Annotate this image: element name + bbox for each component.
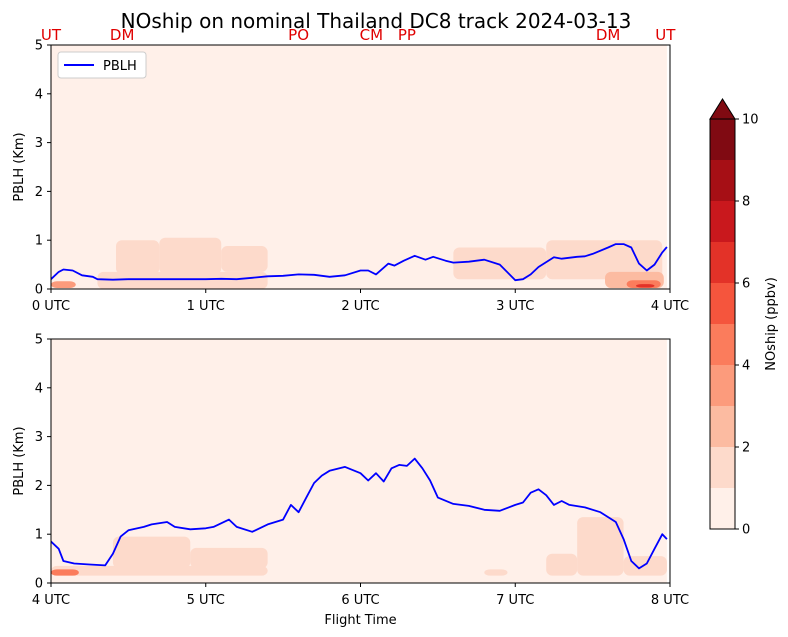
x-tick-label: 7 UTC [496,593,534,608]
colorbar-frame [709,118,736,530]
colorbar-segment [710,201,735,242]
colorbar-segment [710,160,735,201]
y-tick-label: 3 [35,430,43,445]
colorbar-segment [710,406,735,447]
colorbar-tick-label: 2 [742,441,750,456]
colorbar-segment [710,447,735,488]
x-tick-label: 4 UTC [651,299,689,314]
noship-contour-region [51,281,76,289]
x-tick-label: 2 UTC [341,299,379,314]
noship-contour-region [635,284,655,288]
y-axis-label: PBLH (Km) [12,132,27,201]
legend-label: PBLH [103,59,137,74]
y-tick-label: 1 [35,528,43,543]
legend-box [57,51,147,79]
x-tick-label: 4 UTC [32,593,70,608]
site-label: PO [288,26,309,44]
y-tick-label: 0 [35,577,43,592]
x-tick-label: 6 UTC [341,593,379,608]
colorbar-tick-label: 0 [742,523,750,538]
site-label: UT [41,26,62,44]
noship-contour-region [577,517,624,576]
x-axis-label: Flight Time [324,613,396,628]
site-label: DM [110,26,135,44]
colorbar-tick-label: 8 [742,195,750,210]
y-tick-label: 3 [35,136,43,151]
noship-contour-region [453,247,547,280]
colorbar-segment [710,283,735,324]
pblh-line [50,243,668,282]
colorbar: 0 2 4 6 8 10 NOship (ppbv) [709,98,779,538]
y-tick-label: 2 [35,185,43,200]
noship-contour-region [190,547,268,569]
colorbar-tick-label: 6 [742,277,750,292]
x-tick-label: 1 UTC [187,299,225,314]
colorbar-segment [710,365,735,406]
y-tick-label: 5 [35,39,43,54]
y-tick-label: 5 [35,333,43,348]
site-label: DM [596,26,621,44]
colorbar-segment [710,119,735,160]
noship-contour-region [221,246,268,272]
colorbar-label: NOship (ppbv) [764,277,779,371]
panel-2: 0 1 2 3 4 5 4 UTC 5 UTC 6 UTC 7 UTC 8 UTC PBLH (Km)… [12,333,689,629]
noship-contour-region [484,569,508,576]
y-tick-label: 1 [35,234,43,249]
colorbar-tick-label: 4 [742,359,750,374]
noship-contour-region [97,271,268,289]
site-label: PP [398,26,416,44]
panels: 0 1 2 3 4 5 0 UTC 1 UTC 2 UTC 3 UTC 4 UTC PBLH (Km)… [12,26,689,628]
chart-title: NOship on nominal Thailand DC8 track 202… [121,9,632,33]
noship-contour-region [546,553,578,576]
noship-contour-region [623,556,667,576]
legend: PBLH [57,51,147,79]
y-axis-label: PBLH (Km) [12,426,27,495]
y-tick-label: 0 [35,283,43,298]
colorbar-segment [710,324,735,365]
y-tick-label: 2 [35,479,43,494]
site-label: UT [655,26,676,44]
y-tick-label: 4 [35,381,43,396]
noship-contour-region [112,536,191,569]
panel-1: 0 1 2 3 4 5 0 UTC 1 UTC 2 UTC 3 UTC 4 UTC PBLH (Km)… [12,26,689,314]
colorbar-segment [710,488,735,529]
colorbar-segment [710,242,735,283]
colorbar-extend-arrow [709,98,736,120]
colorbar-tick-label: 10 [742,113,759,128]
noship-contour-region [159,237,222,275]
site-label: CM [360,26,383,44]
noship-contour-region [115,240,160,275]
y-tick-label: 4 [35,87,43,102]
x-tick-label: 3 UTC [496,299,534,314]
x-tick-label: 5 UTC [187,593,225,608]
x-tick-label: 0 UTC [32,299,70,314]
pblh-line [50,457,668,570]
noship-contour-region [51,569,79,576]
x-tick-label: 8 UTC [651,593,689,608]
